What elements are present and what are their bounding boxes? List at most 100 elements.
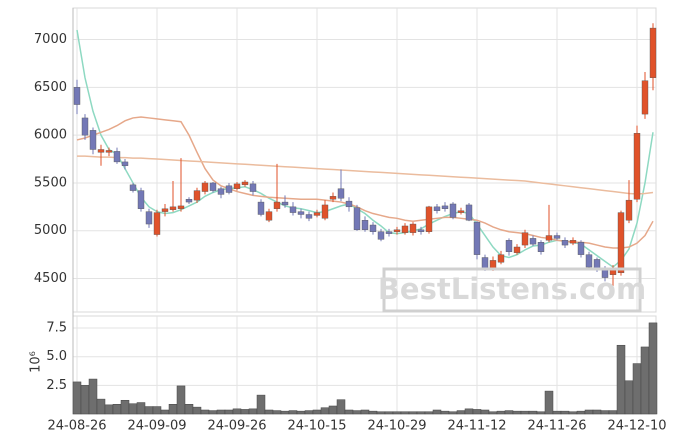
volume-bar — [104, 404, 114, 415]
volume-bar — [256, 394, 266, 415]
volume-bar — [312, 409, 322, 415]
candle-body — [465, 204, 473, 221]
candle-body — [329, 196, 337, 200]
volume-bar — [176, 385, 186, 415]
candle-body — [625, 199, 633, 221]
volume-bar — [240, 409, 250, 415]
volume-bar — [144, 406, 154, 415]
y-tick-label: 6500 — [34, 80, 67, 95]
candle-body — [345, 200, 353, 208]
volume-bar — [152, 406, 162, 415]
candle-body — [337, 188, 345, 199]
moving-average-line — [77, 155, 654, 195]
volume-bar — [648, 322, 658, 415]
candle-body — [561, 240, 569, 246]
candle-body — [257, 201, 265, 215]
marks — [72, 23, 658, 415]
candle-body — [529, 238, 537, 245]
volume-bar — [472, 409, 482, 415]
candle-body — [313, 212, 321, 216]
candle-body — [233, 183, 241, 189]
volume-bar — [384, 411, 394, 415]
volume-bar — [128, 403, 138, 415]
candle-body — [113, 151, 121, 163]
volume-bar — [288, 410, 298, 415]
volume-bar — [224, 409, 234, 415]
candle-body — [193, 190, 201, 201]
y-tick-label: 5500 — [34, 175, 67, 190]
volume-bar — [280, 410, 290, 415]
candle-body — [105, 150, 113, 153]
volume-bar — [320, 407, 330, 415]
volume-bar — [456, 410, 466, 415]
y-tick-label: 2.5 — [46, 378, 67, 393]
candle-body — [81, 117, 89, 136]
candle-body — [201, 182, 209, 192]
volume-bar — [528, 410, 538, 415]
y-axis-label: 10⁶ — [29, 351, 44, 373]
candle-body — [321, 204, 329, 219]
candle-body — [137, 190, 145, 209]
volume-bar — [584, 409, 594, 415]
candle-body — [121, 161, 129, 166]
candle-body — [73, 87, 81, 105]
volume-bar — [136, 402, 146, 415]
volume-bar — [432, 409, 442, 415]
x-tick-label: 24-09-26 — [207, 419, 266, 434]
volume-bar — [576, 410, 586, 415]
candle-body — [537, 242, 545, 252]
volume-bar — [504, 410, 514, 415]
volume-bar — [424, 411, 434, 415]
candle-body — [305, 214, 313, 219]
candle-body — [161, 208, 169, 212]
volume-bar — [344, 409, 354, 415]
volume-bar — [440, 410, 450, 415]
candle-body — [393, 229, 401, 232]
candle-body — [97, 149, 105, 153]
volume-bar — [360, 409, 370, 415]
x-tick-label: 24-10-29 — [367, 419, 426, 434]
candle-body — [129, 184, 137, 191]
candle-body — [297, 211, 305, 215]
watermark-box — [382, 267, 642, 313]
candle-body — [209, 182, 217, 191]
candle-body — [449, 203, 457, 218]
volume-bar — [488, 411, 498, 415]
candle-body — [153, 212, 161, 235]
x-tick-label: 24-11-26 — [527, 419, 586, 434]
volume-bar — [216, 409, 226, 415]
y-tick-label: 5000 — [34, 223, 67, 238]
candle-body — [441, 205, 449, 209]
volume-bar — [544, 390, 554, 415]
volume-bar — [568, 411, 578, 415]
volume-bar — [272, 410, 282, 415]
candle-body — [417, 229, 425, 232]
candle-body — [225, 185, 233, 193]
volume-bar — [200, 409, 210, 415]
candle-body — [185, 198, 193, 203]
volume-bar — [552, 410, 562, 415]
candle-body — [569, 240, 577, 244]
candle-body — [481, 257, 489, 270]
x-tick-label: 24-12-10 — [607, 419, 666, 434]
candle-body — [369, 224, 377, 232]
y-tick-label: 7.5 — [46, 321, 67, 336]
y-tick-label: 4500 — [34, 271, 67, 286]
candle-body — [169, 206, 177, 210]
volume-bar — [496, 410, 506, 415]
volume-bar — [72, 381, 82, 415]
volume-bar — [464, 408, 474, 415]
volume-bar — [536, 411, 546, 415]
candle-body — [401, 225, 409, 233]
volume-bar — [600, 410, 610, 415]
candle-body — [265, 211, 273, 221]
volume-bar — [304, 410, 314, 415]
candle-body — [457, 210, 465, 213]
volume-bar — [232, 408, 242, 415]
candle-body — [89, 130, 97, 150]
volume-bar — [616, 344, 626, 415]
candle-body — [497, 254, 505, 263]
candle-body — [505, 240, 513, 252]
volume-bar — [608, 410, 618, 415]
volume-bar — [624, 380, 634, 415]
